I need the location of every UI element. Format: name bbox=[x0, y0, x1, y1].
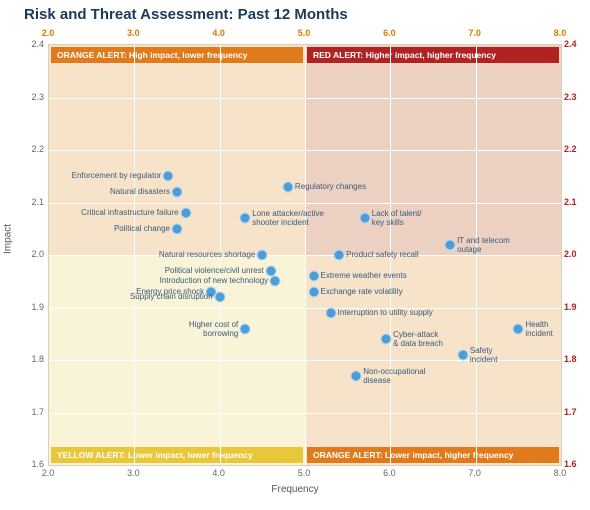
data-point bbox=[445, 239, 456, 250]
xtick-top: 8.0 bbox=[554, 28, 567, 38]
data-label: Higher cost ofborrowing bbox=[189, 320, 238, 338]
ytick-left: 2.0 bbox=[30, 249, 44, 259]
ytick-left: 2.4 bbox=[30, 39, 44, 49]
data-label: Extreme weather events bbox=[321, 271, 407, 280]
data-label: Critical infrastructure failure bbox=[81, 208, 178, 217]
xtick-top: 5.0 bbox=[298, 28, 311, 38]
ytick-left: 1.6 bbox=[30, 459, 44, 469]
ytick-right: 1.7 bbox=[564, 407, 577, 417]
y-axis-label: Impact bbox=[3, 224, 14, 254]
data-point bbox=[308, 286, 319, 297]
xtick-top: 6.0 bbox=[383, 28, 396, 38]
data-point bbox=[172, 223, 183, 234]
data-label: Regulatory changes bbox=[295, 182, 366, 191]
data-point bbox=[270, 276, 281, 287]
data-label: Supply chain disruption bbox=[130, 292, 213, 301]
data-point bbox=[163, 171, 174, 182]
data-label: Lack of talent/key skills bbox=[372, 209, 422, 227]
ytick-right: 2.4 bbox=[564, 39, 577, 49]
data-label: Safetyincident bbox=[470, 346, 498, 364]
xtick-bottom: 6.0 bbox=[383, 468, 396, 478]
data-label: Natural disasters bbox=[110, 187, 170, 196]
ytick-left: 2.1 bbox=[30, 197, 44, 207]
data-point bbox=[172, 187, 183, 198]
ytick-right: 2.2 bbox=[564, 144, 577, 154]
xtick-bottom: 5.0 bbox=[298, 468, 311, 478]
data-label: Product safety recall bbox=[346, 250, 418, 259]
xtick-top: 7.0 bbox=[468, 28, 481, 38]
data-point bbox=[214, 292, 225, 303]
data-point bbox=[180, 208, 191, 219]
data-point bbox=[457, 349, 468, 360]
data-point bbox=[513, 323, 524, 334]
gridline-h bbox=[49, 98, 561, 99]
ytick-left: 2.3 bbox=[30, 92, 44, 102]
ytick-right: 1.6 bbox=[564, 459, 577, 469]
data-label: Political violence/civil unrest bbox=[165, 266, 264, 275]
data-label: Introduction of new technology bbox=[160, 276, 269, 285]
xtick-top: 2.0 bbox=[42, 28, 55, 38]
data-label: Exchange rate volatility bbox=[321, 287, 403, 296]
data-label: Natural resources shortage bbox=[159, 250, 256, 259]
ytick-right: 2.3 bbox=[564, 92, 577, 102]
gridline-h bbox=[49, 203, 561, 204]
x-axis-label: Frequency bbox=[0, 484, 590, 495]
data-point bbox=[381, 334, 392, 345]
data-label: Cyber-attack& data breach bbox=[393, 330, 443, 348]
xtick-bottom: 2.0 bbox=[42, 468, 55, 478]
data-point bbox=[334, 250, 345, 261]
data-label: Lone attacker/activeshooter incident bbox=[252, 209, 324, 227]
alert-bar-br: ORANGE ALERT: Lower impact, higher frequ… bbox=[307, 447, 559, 463]
data-point bbox=[240, 323, 251, 334]
alert-bar-tl: ORANGE ALERT: High impact, lower frequen… bbox=[51, 47, 303, 63]
data-point bbox=[308, 271, 319, 282]
gridline-h bbox=[49, 255, 561, 256]
data-point bbox=[282, 181, 293, 192]
data-label: Non-occupationaldisease bbox=[363, 367, 425, 385]
data-point bbox=[257, 250, 268, 261]
page-title: Risk and Threat Assessment: Past 12 Mont… bbox=[24, 6, 348, 23]
data-label: Healthincident bbox=[525, 320, 553, 338]
data-point bbox=[325, 307, 336, 318]
ytick-right: 1.8 bbox=[564, 354, 577, 364]
xtick-bottom: 4.0 bbox=[212, 468, 225, 478]
alert-bar-bl: YELLOW ALERT: Lower impact, lower freque… bbox=[51, 447, 303, 463]
data-point bbox=[265, 265, 276, 276]
gridline-h bbox=[49, 413, 561, 414]
ytick-right: 2.1 bbox=[564, 197, 577, 207]
gridline-h bbox=[49, 150, 561, 151]
xtick-bottom: 7.0 bbox=[468, 468, 481, 478]
data-point bbox=[240, 213, 251, 224]
scatter-plot: ORANGE ALERT: High impact, lower frequen… bbox=[48, 44, 562, 466]
ytick-right: 2.0 bbox=[564, 249, 577, 259]
data-label: Enforcement by regulator bbox=[72, 171, 162, 180]
gridline-h bbox=[49, 308, 561, 309]
xtick-bottom: 3.0 bbox=[127, 468, 140, 478]
ytick-right: 1.9 bbox=[564, 302, 577, 312]
data-label: Interruption to utility supply bbox=[338, 308, 433, 317]
alert-bar-tr: RED ALERT: Higher impact, higher frequen… bbox=[307, 47, 559, 63]
data-label: IT and telecomoutage bbox=[457, 236, 510, 254]
data-point bbox=[359, 213, 370, 224]
ytick-left: 1.8 bbox=[30, 354, 44, 364]
xtick-top: 3.0 bbox=[127, 28, 140, 38]
xtick-top: 4.0 bbox=[212, 28, 225, 38]
xtick-bottom: 8.0 bbox=[554, 468, 567, 478]
ytick-left: 2.2 bbox=[30, 144, 44, 154]
data-label: Political change bbox=[114, 224, 170, 233]
data-point bbox=[351, 370, 362, 381]
ytick-left: 1.9 bbox=[30, 302, 44, 312]
ytick-left: 1.7 bbox=[30, 407, 44, 417]
